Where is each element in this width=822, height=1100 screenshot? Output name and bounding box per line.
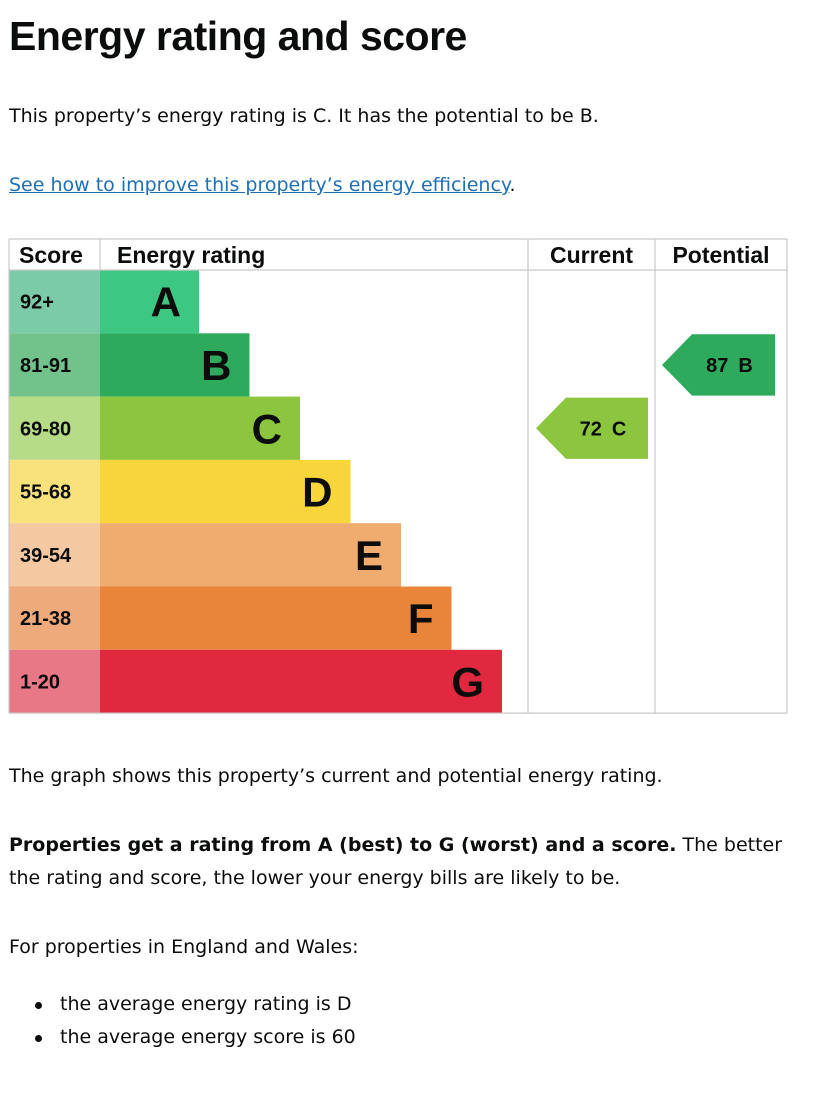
score-cell [9,649,100,714]
explanation-text: The better the rating and score, the low… [9,834,783,889]
column-header: Current [550,242,633,268]
score-range: 21-38 [20,608,71,630]
rating-bar [100,649,502,714]
link-line: See how to improve this property’s energ… [9,169,516,202]
rating-letter: C [252,405,282,452]
rating-bar [100,586,452,650]
rating-letter: A [151,279,181,326]
explanation: Properties get a rating from A (best) to… [9,829,799,895]
rating-letter: F [408,595,434,642]
rating-bar [100,333,250,397]
current-rating: 72 C [536,397,648,459]
rating-letter: D [302,469,332,516]
rating-bar [100,270,199,334]
score-cell [9,459,100,524]
rating-bar [100,459,351,524]
potential-rating: 87 B [662,334,775,396]
bullet: the average energy rating is D [9,988,356,1021]
rating-letter: G [451,658,484,705]
bullet: the average energy score is 60 [9,1021,356,1054]
rating-letter: B [738,355,752,377]
score-range: 92+ [20,292,54,314]
score-range: 81-91 [20,355,71,377]
rating-bar [100,396,300,460]
heading: Energy rating and score [9,13,467,59]
score-range: 39-54 [20,545,72,567]
region-intro: For properties in England and Wales: [9,936,359,958]
improve-link[interactable]: See how to improve this property’s energ… [9,174,510,196]
rating-arrow [536,397,648,459]
rating-bar [100,523,401,587]
score-range: 55-68 [20,482,71,504]
rating-score: 87 [706,355,728,377]
rating-label: 87 B [706,355,753,377]
rating-letter: C [612,418,626,440]
column-header: Potential [672,242,769,268]
score-cell [9,333,100,397]
column-header: Score [19,242,83,268]
score-cell [9,586,100,650]
rating-score: 72 [580,418,602,440]
score-cell [9,396,100,460]
score-cell [9,523,100,587]
rating-letter: E [355,532,383,579]
rating-label: 72 C [580,418,627,440]
rating-letter: B [201,342,231,389]
score-range: 1-20 [20,671,60,693]
score-cell [9,270,100,334]
energy-chart: Score Energy rating Current Potential 92+ A 81… [8,238,788,714]
bullets: the average energy rating is D the avera… [9,988,356,1054]
intro: This property’s energy rating is C. It h… [9,105,599,127]
graph-note: The graph shows this property’s current … [9,765,663,787]
link-end: . [509,174,516,196]
explanation-bold: Properties get a rating from A (best) to… [9,834,677,856]
rating-arrow [662,334,775,396]
score-range: 69-80 [20,418,71,440]
column-header: Energy rating [117,242,265,268]
